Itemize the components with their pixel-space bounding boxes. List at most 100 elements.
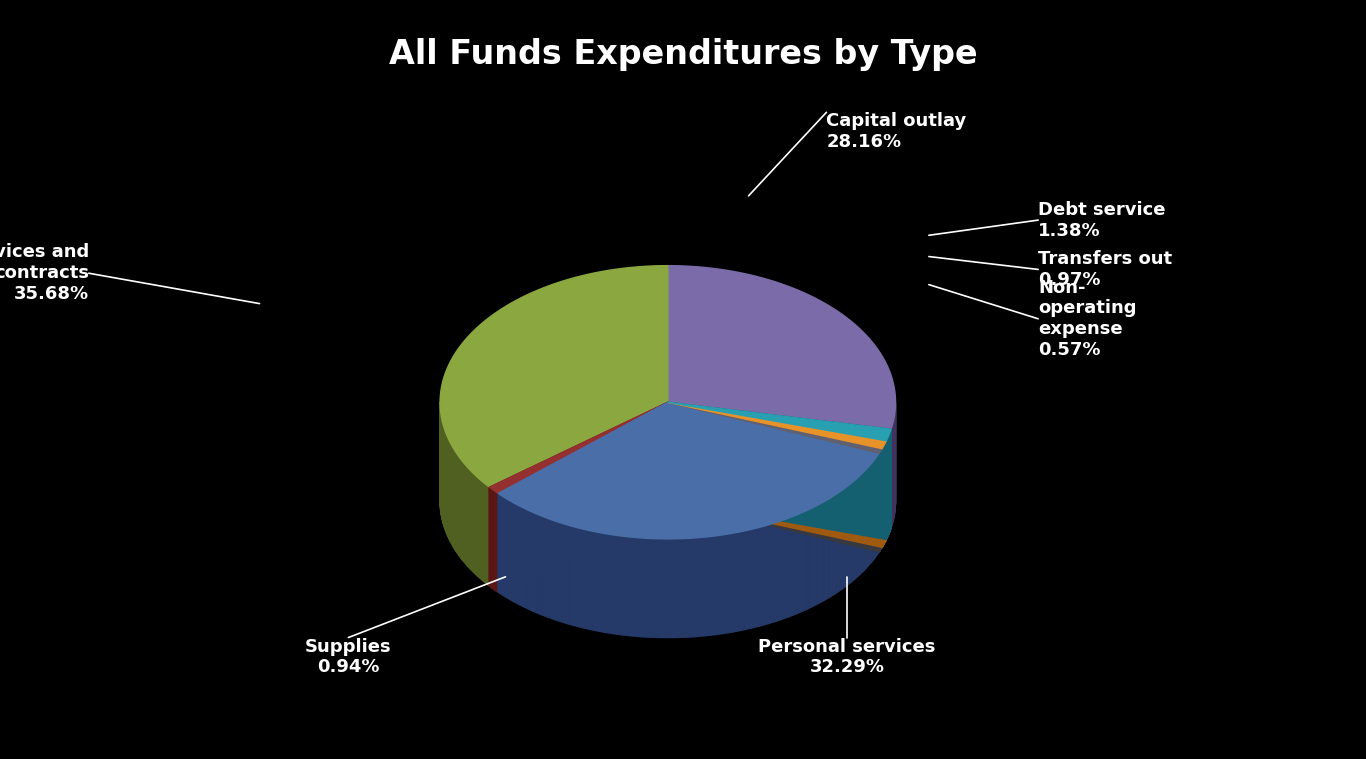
Polygon shape — [533, 512, 534, 612]
Polygon shape — [668, 402, 891, 528]
Polygon shape — [697, 537, 699, 637]
Polygon shape — [486, 485, 488, 584]
Polygon shape — [663, 539, 664, 638]
Polygon shape — [630, 537, 632, 636]
Polygon shape — [538, 515, 540, 614]
Polygon shape — [587, 530, 590, 629]
Polygon shape — [489, 402, 668, 586]
Polygon shape — [575, 527, 576, 626]
Polygon shape — [716, 536, 717, 635]
Polygon shape — [672, 539, 673, 638]
Polygon shape — [820, 503, 821, 603]
Polygon shape — [706, 537, 709, 635]
Polygon shape — [512, 502, 515, 602]
Polygon shape — [537, 514, 538, 613]
Polygon shape — [501, 496, 503, 595]
Text: Supplies
0.94%: Supplies 0.94% — [305, 638, 392, 676]
Text: Debt service
1.38%: Debt service 1.38% — [1038, 200, 1165, 240]
Polygon shape — [503, 496, 504, 596]
Polygon shape — [544, 517, 546, 616]
Polygon shape — [530, 512, 533, 611]
Polygon shape — [717, 535, 720, 635]
Polygon shape — [713, 536, 716, 635]
Polygon shape — [798, 514, 799, 613]
Polygon shape — [653, 539, 656, 638]
Polygon shape — [485, 483, 486, 584]
Polygon shape — [602, 533, 605, 632]
Text: All Funds Expenditures by Type: All Funds Expenditures by Type — [389, 38, 977, 71]
Polygon shape — [686, 538, 687, 637]
Polygon shape — [807, 509, 809, 609]
Text: Non-
operating
expense
0.57%: Non- operating expense 0.57% — [1038, 279, 1137, 359]
Polygon shape — [616, 535, 619, 635]
Polygon shape — [709, 537, 710, 635]
Polygon shape — [500, 494, 501, 594]
Polygon shape — [598, 532, 601, 631]
Polygon shape — [484, 482, 485, 582]
Polygon shape — [479, 479, 481, 578]
Polygon shape — [560, 522, 561, 622]
Polygon shape — [508, 499, 510, 599]
Polygon shape — [728, 534, 731, 632]
Polygon shape — [828, 499, 829, 598]
Polygon shape — [668, 402, 887, 540]
Polygon shape — [568, 525, 570, 625]
Polygon shape — [525, 509, 527, 608]
Polygon shape — [775, 522, 776, 622]
Polygon shape — [710, 536, 713, 635]
Polygon shape — [796, 515, 798, 614]
Polygon shape — [540, 515, 542, 615]
Polygon shape — [749, 530, 751, 628]
Polygon shape — [620, 536, 623, 635]
Polygon shape — [643, 538, 646, 637]
Polygon shape — [579, 528, 581, 627]
Polygon shape — [668, 402, 882, 453]
Polygon shape — [840, 490, 843, 590]
Polygon shape — [546, 518, 548, 617]
Polygon shape — [564, 524, 566, 623]
Polygon shape — [676, 539, 679, 638]
Polygon shape — [843, 489, 844, 589]
Polygon shape — [511, 502, 512, 601]
Polygon shape — [594, 531, 596, 631]
Polygon shape — [766, 525, 768, 625]
Polygon shape — [668, 402, 882, 547]
Polygon shape — [637, 537, 639, 637]
Polygon shape — [690, 538, 693, 637]
Polygon shape — [591, 531, 594, 630]
Polygon shape — [790, 517, 792, 616]
Polygon shape — [590, 531, 591, 630]
Polygon shape — [776, 521, 779, 621]
Polygon shape — [572, 526, 575, 625]
Polygon shape — [794, 515, 796, 615]
Polygon shape — [837, 493, 839, 592]
Polygon shape — [844, 488, 846, 587]
Polygon shape — [850, 483, 851, 584]
Polygon shape — [550, 519, 552, 619]
Polygon shape — [504, 497, 507, 597]
Polygon shape — [761, 526, 764, 625]
Polygon shape — [668, 402, 887, 540]
Polygon shape — [839, 491, 840, 591]
Polygon shape — [821, 502, 824, 602]
Polygon shape — [529, 511, 530, 610]
Polygon shape — [552, 520, 553, 619]
Polygon shape — [566, 524, 568, 624]
Polygon shape — [779, 521, 780, 620]
Polygon shape — [499, 402, 668, 592]
Text: Services and
contracts
35.68%: Services and contracts 35.68% — [0, 244, 89, 303]
Polygon shape — [744, 531, 746, 630]
Polygon shape — [626, 537, 627, 635]
Polygon shape — [561, 523, 564, 622]
Polygon shape — [507, 499, 508, 598]
Polygon shape — [548, 518, 550, 618]
Polygon shape — [639, 538, 642, 637]
Polygon shape — [780, 521, 783, 620]
Polygon shape — [816, 505, 818, 605]
Polygon shape — [477, 476, 478, 576]
Polygon shape — [613, 535, 616, 634]
Polygon shape — [764, 526, 766, 625]
Polygon shape — [660, 539, 663, 638]
Polygon shape — [734, 533, 735, 631]
Polygon shape — [673, 539, 676, 638]
